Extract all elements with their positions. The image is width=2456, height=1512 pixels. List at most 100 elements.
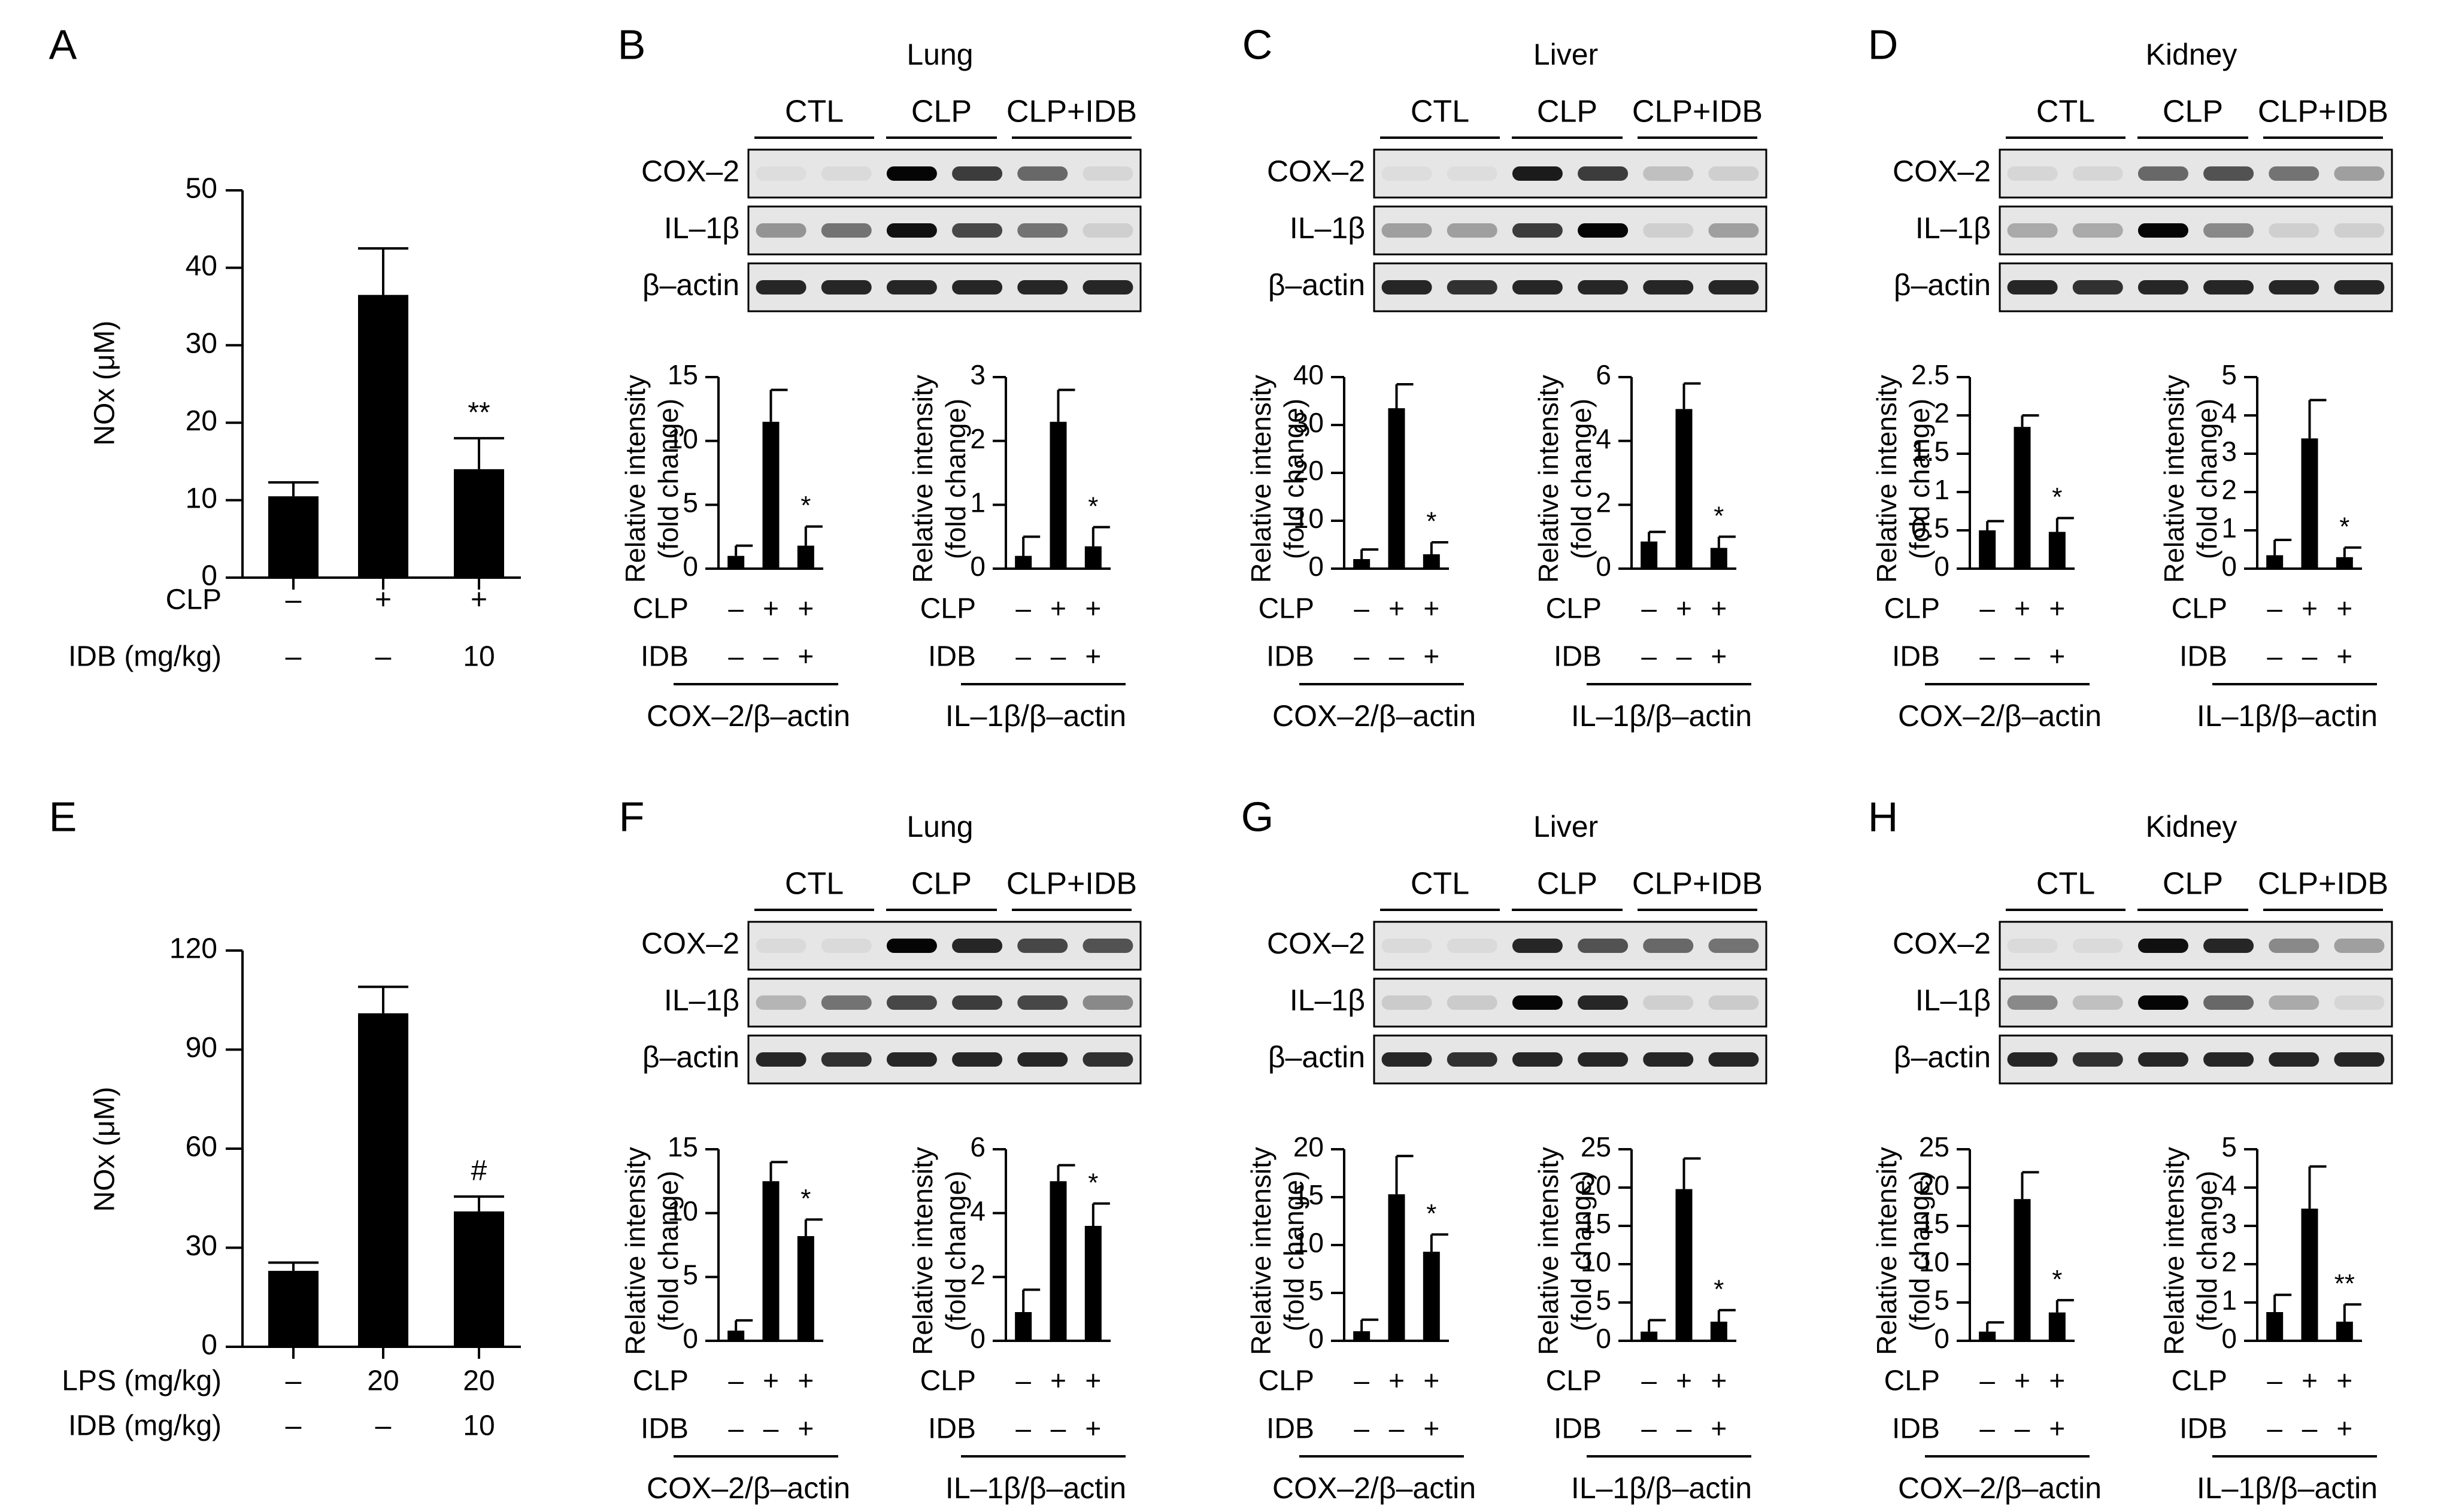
protein-band <box>1512 939 1563 953</box>
row-cell: + <box>1423 640 1439 672</box>
protein-band <box>756 1052 806 1067</box>
row-cell: – <box>1641 593 1657 624</box>
panel-label: E <box>49 793 77 840</box>
y-tick-label: 20 <box>1919 1170 1949 1201</box>
protein-band <box>1017 939 1068 953</box>
protein-band <box>821 939 872 953</box>
y-axis-label: (fold change) <box>1904 399 1935 560</box>
x-axis-label: IL–1β/β–actin <box>1571 1471 1752 1505</box>
row-cell: – <box>728 1365 744 1396</box>
blot-strip <box>747 1034 1142 1085</box>
bar <box>1388 408 1405 569</box>
bar <box>2048 1312 2066 1341</box>
row-cell: + <box>1711 1413 1727 1444</box>
y-tick-label: 40 <box>1293 359 1324 390</box>
lane-group-label: CLP+IDB <box>1006 95 1137 129</box>
row-cell: – <box>2267 1413 2282 1444</box>
protein-band <box>886 166 937 181</box>
row-cell: – <box>1015 1413 1031 1444</box>
protein-band <box>2137 223 2188 238</box>
blot-strip <box>1373 921 1767 971</box>
lane-group-label: CTL <box>1411 867 1469 901</box>
y-tick-label: 50 <box>186 173 217 205</box>
protein-band <box>1708 280 1759 294</box>
x-axis-label: IL–1β/β–actin <box>945 1471 1126 1505</box>
blot-row-label: IL–1β <box>1915 211 1991 245</box>
blot-row-label: IL–1β <box>1290 983 1365 1017</box>
significance-mark: * <box>801 1184 811 1213</box>
row-label: CLP <box>166 584 222 616</box>
y-tick-label: 1 <box>1934 474 1949 505</box>
y-tick-label: 20 <box>1293 455 1324 486</box>
bar <box>2301 438 2318 569</box>
bar <box>1050 1181 1067 1341</box>
y-axis-label: Relative intensity <box>907 1147 938 1355</box>
protein-band <box>2269 166 2319 181</box>
y-axis-label: Relative intensity <box>1871 375 1902 583</box>
protein-band <box>2007 939 2058 953</box>
protein-band <box>821 995 872 1010</box>
y-axis-label: (fold change) <box>940 1171 971 1332</box>
bar <box>2266 1312 2284 1341</box>
protein-band <box>1447 166 1497 181</box>
y-axis-label: Relative intensity <box>1871 1147 1902 1355</box>
bar <box>268 1271 319 1347</box>
blot-row-label: β–actin <box>1894 268 1991 302</box>
row-cell: – <box>1354 1365 1369 1396</box>
y-tick-label: 5 <box>1934 1285 1949 1316</box>
protein-band <box>2269 1052 2319 1067</box>
bar <box>1979 1331 1996 1341</box>
row-cell: – <box>286 641 302 673</box>
y-tick-label: 5 <box>683 487 698 518</box>
protein-band <box>2203 1052 2254 1067</box>
panel-label: A <box>49 21 77 68</box>
protein-band <box>2334 995 2385 1010</box>
row-cell: – <box>1015 640 1031 672</box>
y-tick-label: 3 <box>2221 1208 2237 1239</box>
y-tick-label: 2 <box>1934 397 1949 429</box>
protein-band <box>1447 995 1497 1010</box>
row-cell: 20 <box>463 1365 495 1397</box>
row-cell: – <box>1015 1365 1031 1396</box>
blot-strip <box>1373 1034 1767 1085</box>
protein-band <box>2334 223 2385 238</box>
protein-band <box>2269 939 2319 953</box>
row-cell: + <box>2049 593 2065 624</box>
tissue-title: Lung <box>906 38 973 71</box>
bar <box>1710 1322 1727 1341</box>
bar <box>1675 409 1693 569</box>
row-cell: + <box>2336 593 2352 624</box>
y-axis-label: NOx (μM) <box>89 321 121 446</box>
row-label: CLP <box>1546 1365 1602 1397</box>
protein-band <box>2334 166 2385 181</box>
y-tick-label: 0 <box>1596 1323 1611 1354</box>
row-cell: 20 <box>367 1365 399 1397</box>
row-cell: – <box>1389 640 1405 672</box>
bar <box>1675 1189 1693 1341</box>
y-tick-label: 6 <box>1596 359 1611 390</box>
protein-band <box>2203 995 2254 1010</box>
row-label: CLP <box>1546 593 1602 625</box>
y-tick-label: 3 <box>970 359 986 390</box>
lane-group-label: CLP+IDB <box>2258 95 2388 129</box>
blot-row-label: β–actin <box>642 268 739 302</box>
protein-band <box>2007 223 2058 238</box>
y-tick-label: 4 <box>970 1195 986 1226</box>
y-tick-label: 20 <box>1581 1170 1611 1201</box>
y-axis-label: Relative intensity <box>620 1147 651 1355</box>
row-label: IDB <box>2179 641 2227 673</box>
protein-band <box>2137 939 2188 953</box>
bar <box>2336 1322 2353 1341</box>
row-cell: + <box>798 593 814 624</box>
protein-band <box>1083 166 1133 181</box>
protein-band <box>952 280 1003 294</box>
y-tick-label: 0 <box>1308 551 1324 582</box>
y-axis-label: (fold change) <box>1904 1171 1935 1332</box>
y-axis-label: Relative intensity <box>2158 375 2190 583</box>
row-cell: – <box>2015 640 2030 672</box>
bar <box>762 1181 780 1341</box>
row-label: IDB <box>641 1413 689 1445</box>
blot-strip <box>747 205 1142 256</box>
y-tick-label: 0 <box>1596 551 1611 582</box>
